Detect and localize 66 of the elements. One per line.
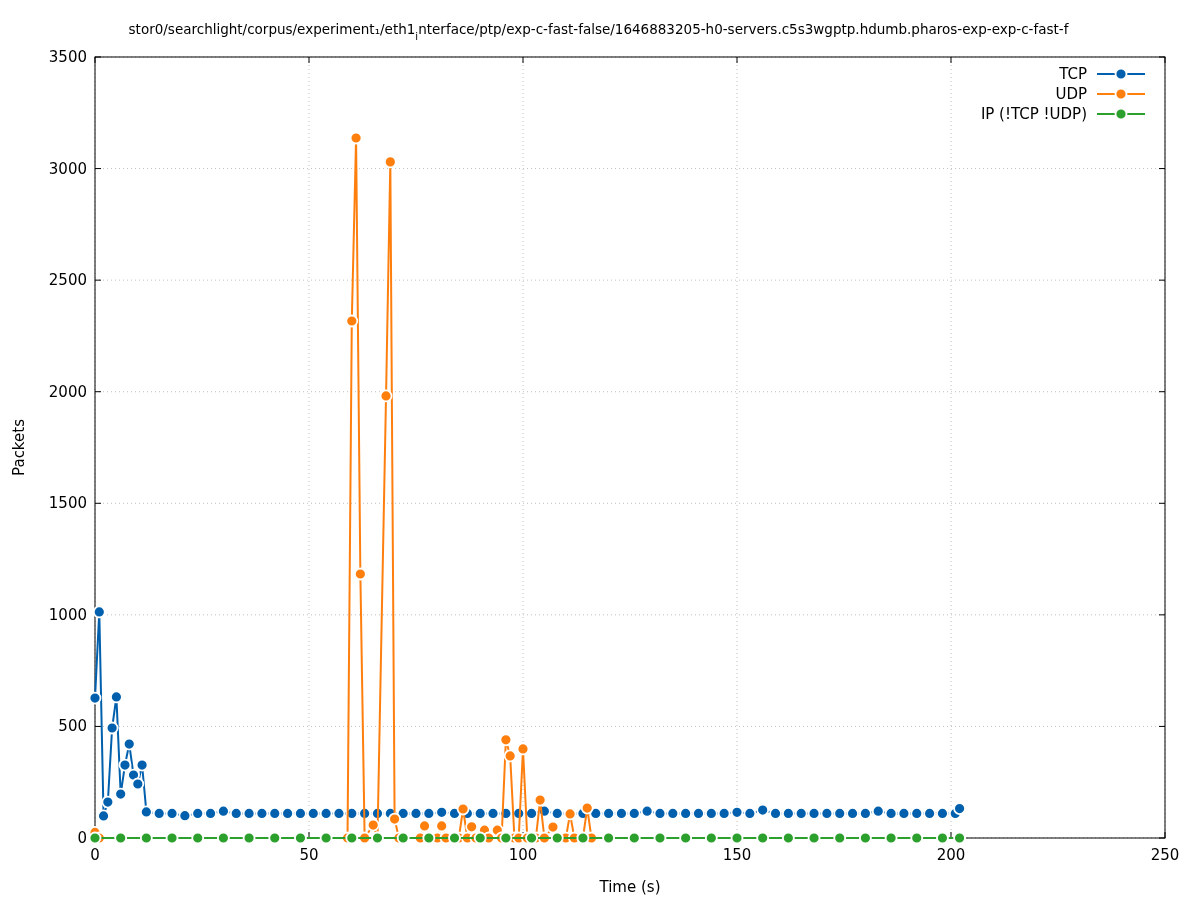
point (396, 831, 410, 845)
point (807, 831, 821, 845)
x-tick-label: 0 (90, 846, 100, 864)
point (936, 831, 949, 845)
point (191, 831, 205, 845)
chart-title: stor0/searchlight/corpus/experiment₁/eth1$_{i}$nterface/ptp/exp-c-fast-false/1646883205-h0-servers.c5s3wgptp.hdumb.pharos-exp-exp-c-fast-f (128, 21, 1070, 42)
point (139, 831, 153, 845)
point (465, 820, 479, 834)
x-axis-title: Time (s) (598, 878, 661, 896)
point (388, 812, 401, 826)
y-tick-label: 1500 (48, 494, 87, 513)
point (114, 831, 128, 845)
legend-label: TCP (1058, 65, 1087, 83)
point (379, 389, 393, 403)
point (859, 831, 872, 845)
legend-label: UDP (1055, 85, 1087, 103)
point (730, 831, 744, 845)
point (756, 831, 770, 845)
point (679, 831, 693, 845)
point (319, 831, 333, 845)
point (345, 831, 359, 845)
point (704, 831, 718, 845)
point (353, 567, 367, 581)
y-tick-label: 2500 (48, 271, 87, 290)
point (499, 733, 513, 747)
y-tick-label: 2000 (48, 382, 87, 401)
point (345, 314, 359, 328)
legend-label: IP (!TCP !UDP) (980, 105, 1087, 123)
point (383, 155, 397, 169)
point (580, 801, 594, 815)
x-tick-label: 200 (936, 846, 966, 864)
point (418, 819, 431, 833)
point (499, 831, 513, 845)
x-tick-label: 100 (508, 846, 538, 864)
point (833, 831, 847, 845)
point (525, 831, 538, 845)
point (294, 831, 307, 845)
y-tick-label: 500 (58, 717, 87, 736)
y-tick-label: 3000 (48, 159, 87, 178)
point (602, 831, 615, 845)
point (165, 831, 179, 845)
y-axis-title: Packets (10, 418, 28, 476)
x-tick-label: 50 (299, 846, 319, 864)
point (533, 793, 547, 807)
x-tick-label: 250 (1150, 846, 1180, 864)
point (456, 802, 470, 816)
point (268, 831, 282, 845)
point (653, 831, 667, 845)
y-tick-label: 0 (77, 829, 87, 847)
point (242, 831, 256, 845)
point (435, 819, 449, 833)
point (473, 831, 487, 845)
x-tick-label: 150 (722, 846, 752, 864)
y-tick-label: 1000 (48, 605, 87, 624)
point (516, 742, 530, 756)
point (884, 831, 898, 845)
point (910, 831, 924, 845)
point (349, 131, 363, 145)
point (546, 820, 560, 834)
point (88, 831, 102, 845)
point (627, 831, 641, 845)
point (448, 831, 461, 845)
point (366, 818, 380, 832)
y-tick-label: 3500 (48, 48, 87, 66)
point (503, 749, 517, 763)
point (781, 831, 795, 845)
